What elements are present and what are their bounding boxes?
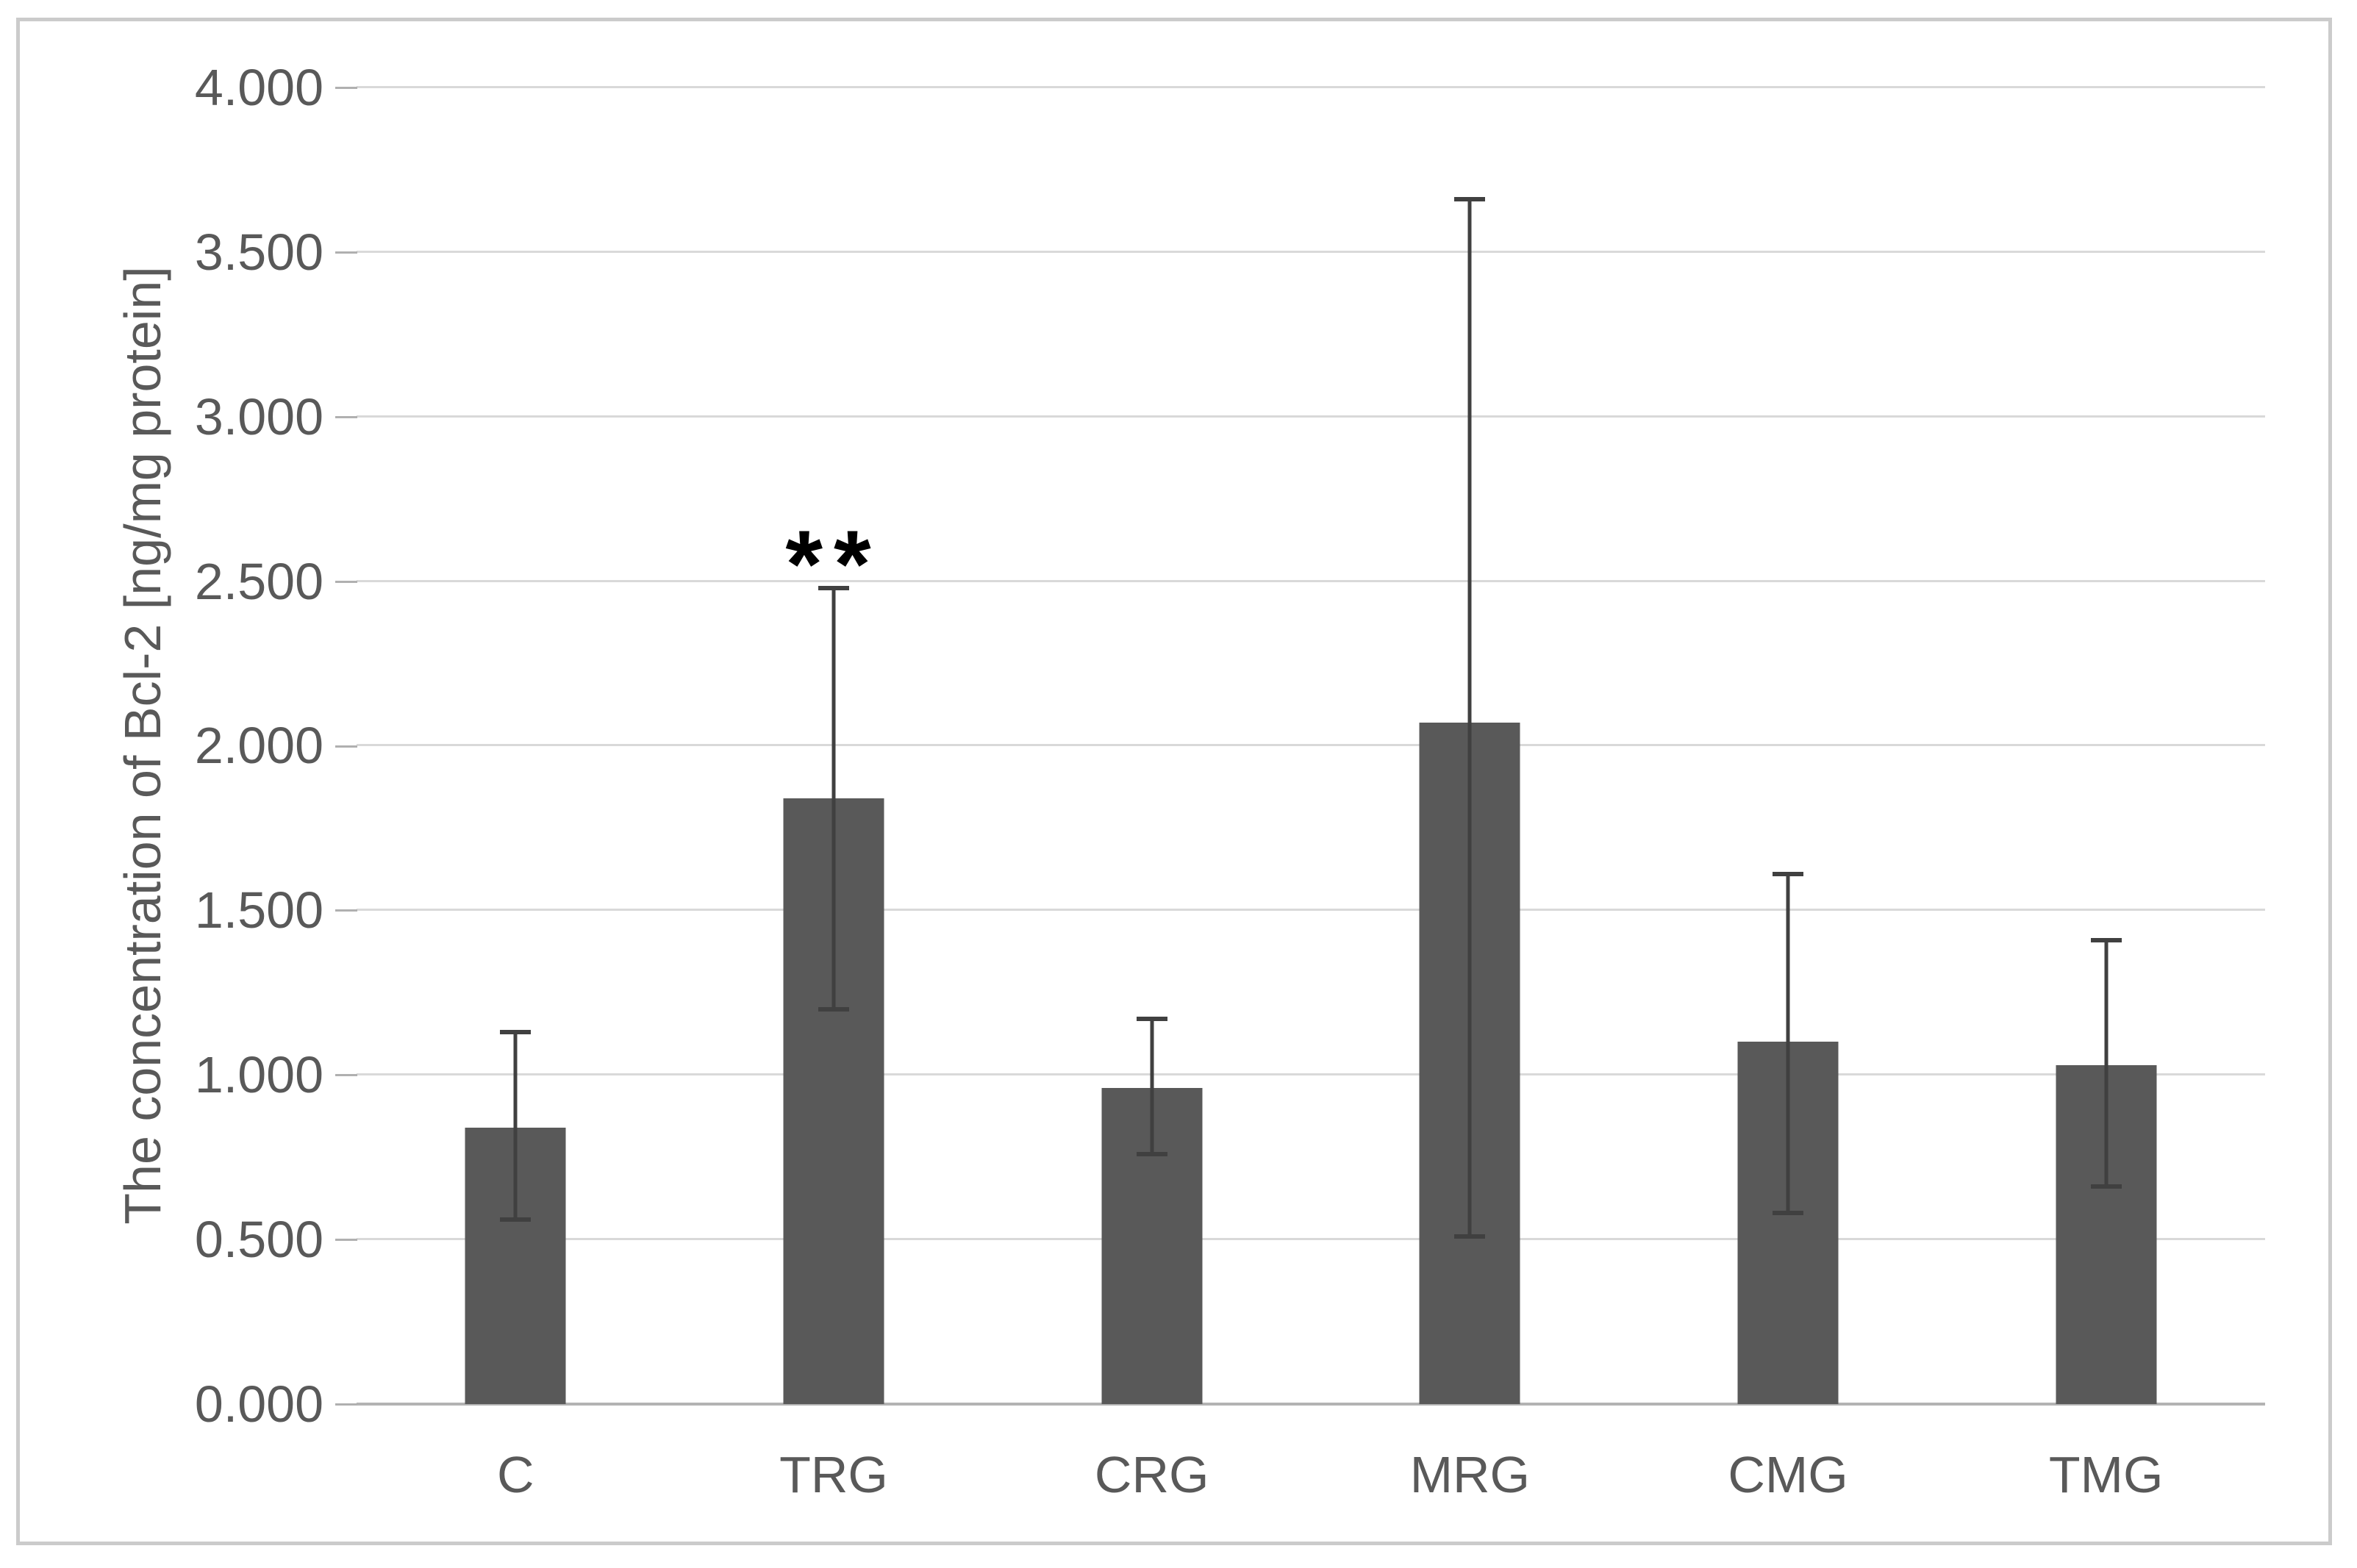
y-tick-label-2.000: 2.000 xyxy=(194,717,323,774)
x-axis-labels: C TRG CRG MRG CMG TMG xyxy=(357,1444,2265,1506)
gridline-2.500 xyxy=(357,580,2265,582)
y-tick-mark-4.000 xyxy=(335,87,357,89)
y-tick-mark-2.500 xyxy=(335,581,357,583)
error-bar-cap-top-TMG xyxy=(2090,938,2122,942)
gridline-1.500 xyxy=(357,909,2265,911)
slot-MRG xyxy=(1311,87,1629,1404)
y-tick-label-3.500: 3.500 xyxy=(194,223,323,281)
error-bar-cap-bottom-CRG xyxy=(1136,1152,1167,1156)
slot-CMG xyxy=(1629,87,1948,1404)
significance-annotation-TRG: ** xyxy=(785,510,882,617)
error-bar-cap-top-CMG xyxy=(1773,872,1804,876)
gridline-1.000 xyxy=(357,1073,2265,1075)
x-axis-label-TRG: TRG xyxy=(779,1446,888,1503)
y-tick-mark-3.500 xyxy=(335,251,357,254)
x-axis-label-TMG: TMG xyxy=(2048,1446,2164,1503)
y-tick-label-0.000: 0.000 xyxy=(194,1375,323,1433)
error-bar-cap-bottom-MRG xyxy=(1454,1234,1486,1239)
error-bar-line-CMG xyxy=(1786,874,1790,1213)
slot-CRG xyxy=(992,87,1311,1404)
plot-area: ** xyxy=(357,86,2265,1406)
y-tick-mark-2.000 xyxy=(335,745,357,748)
y-tick-label-0.500: 0.500 xyxy=(194,1211,323,1268)
gridline-2.000 xyxy=(357,744,2265,746)
error-bar-cap-top-CRG xyxy=(1136,1017,1167,1021)
x-axis-label-C: C xyxy=(497,1446,534,1503)
y-tick-mark-0.000 xyxy=(335,1403,357,1406)
gridline-0.500 xyxy=(357,1238,2265,1240)
gridline-3.000 xyxy=(357,415,2265,418)
y-tick-label-3.000: 3.000 xyxy=(194,388,323,445)
slot-C xyxy=(357,87,675,1404)
y-tick-mark-1.000 xyxy=(335,1074,357,1076)
error-bar-cap-bottom-C xyxy=(500,1217,532,1222)
error-bar-line-TRG xyxy=(831,588,836,1009)
y-axis-tick-labels: 0.000 0.500 1.000 1.500 2.000 2.500 3.000 3.500… xyxy=(0,61,323,1431)
gridline-4.000 xyxy=(357,86,2265,88)
gridline-3.500 xyxy=(357,251,2265,253)
error-bar-line-C xyxy=(513,1032,518,1220)
error-bar-cap-bottom-TRG xyxy=(818,1007,849,1012)
y-tick-label-1.000: 1.000 xyxy=(194,1046,323,1103)
y-tick-label-1.500: 1.500 xyxy=(194,881,323,939)
y-tick-label-4.000: 4.000 xyxy=(194,59,323,116)
x-axis-label-MRG: MRG xyxy=(1409,1446,1530,1503)
x-axis-label-CRG: CRG xyxy=(1094,1446,1209,1503)
error-bar-line-CRG xyxy=(1150,1019,1154,1154)
error-bar-cap-top-TRG xyxy=(818,586,849,590)
error-bar-cap-top-C xyxy=(500,1030,532,1034)
y-tick-mark-1.500 xyxy=(335,909,357,912)
bar-slots: ** xyxy=(357,87,2265,1404)
y-tick-mark-0.500 xyxy=(335,1239,357,1241)
slot-TRG: ** xyxy=(675,87,993,1404)
error-bar-line-TMG xyxy=(2104,939,2109,1186)
x-axis-baseline xyxy=(357,1403,2265,1406)
error-bar-cap-bottom-TMG xyxy=(2090,1184,2122,1189)
x-axis-label-CMG: CMG xyxy=(1728,1446,1848,1503)
y-tick-label-2.500: 2.500 xyxy=(194,553,323,610)
error-bar-cap-top-MRG xyxy=(1454,197,1486,201)
slot-TMG xyxy=(1947,87,2265,1404)
error-bar-cap-bottom-CMG xyxy=(1773,1211,1804,1215)
error-bar-line-MRG xyxy=(1467,200,1472,1236)
y-tick-mark-3.000 xyxy=(335,416,357,418)
